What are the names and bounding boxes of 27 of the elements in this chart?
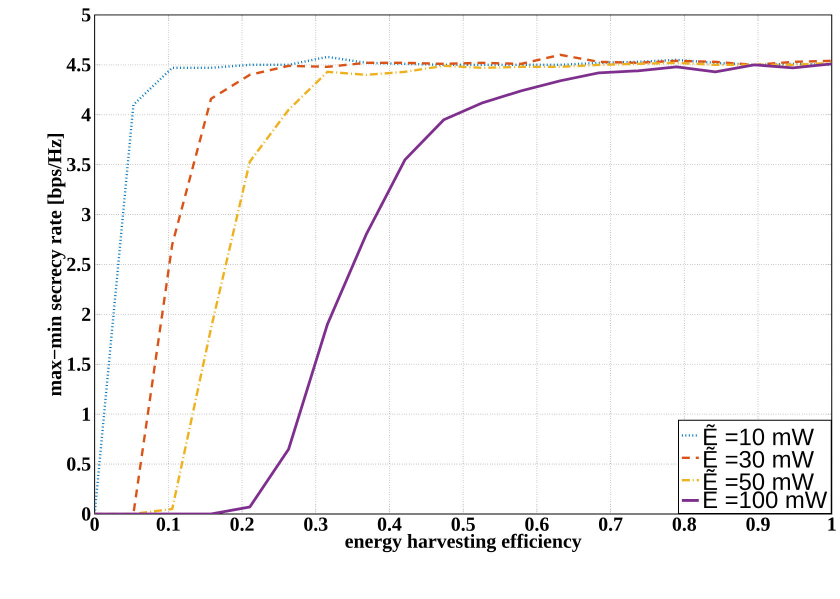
legend-label: Ẽ =50 mW xyxy=(704,469,814,490)
x-tick-label: 0.8 xyxy=(672,518,696,532)
y-tick-label: 0.5 xyxy=(67,458,90,471)
y-tick-label: 3.5 xyxy=(67,158,90,172)
x-tick-label: 0.3 xyxy=(304,518,328,532)
y-tick-label: 2.5 xyxy=(67,258,90,272)
x-tick-label: 0.2 xyxy=(230,518,254,532)
x-tick-label: 0.5 xyxy=(452,518,475,532)
y-tick-label: 3 xyxy=(82,208,90,222)
legend-label: Ẽ =10 mW xyxy=(704,424,814,446)
x-tick-label: 0.4 xyxy=(378,518,402,532)
x-tick-label: 0.7 xyxy=(598,518,623,532)
y-axis-title: max−min secrecy rate [bps/Hz] xyxy=(47,134,66,396)
y-tick-label: 5 xyxy=(82,8,90,22)
x-tick-label: 0.1 xyxy=(156,518,180,532)
y-tick-label: 1.5 xyxy=(68,358,90,372)
legend-label: Ẽ =30 mW xyxy=(704,446,814,468)
y-tick-label: 1 xyxy=(82,408,90,421)
x-tick-label: 1 xyxy=(828,518,836,531)
legend-label: E =100 mW xyxy=(704,492,828,508)
x-tick-label: 0.9 xyxy=(746,518,770,532)
y-tick-label: 2 xyxy=(82,308,90,322)
y-tick-label: 4.5 xyxy=(66,58,90,72)
y-tick-label: 4 xyxy=(81,108,91,122)
y-tick-label: 0 xyxy=(82,507,90,521)
x-tick-label: 0.6 xyxy=(525,518,549,532)
x-axis-title: energy harvesting efficiency xyxy=(345,534,582,552)
